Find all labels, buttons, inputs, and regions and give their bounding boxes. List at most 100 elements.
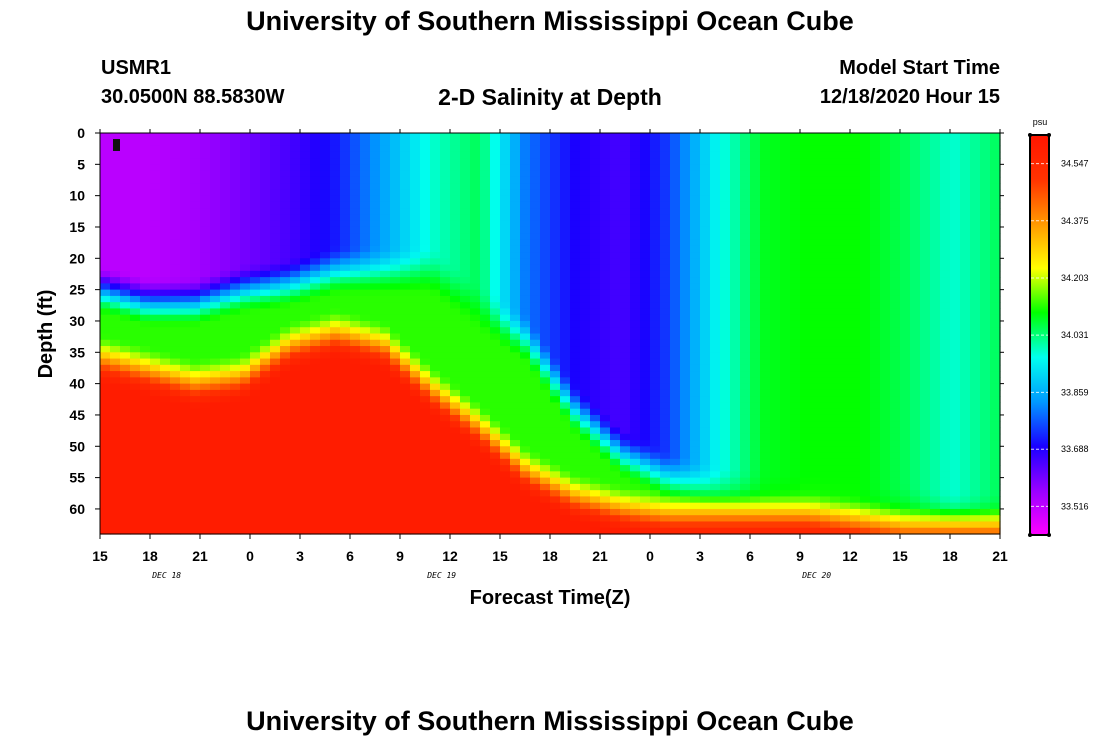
heatmap-cell [560, 383, 571, 391]
heatmap-cell [430, 195, 441, 203]
heatmap-cell [860, 414, 871, 422]
heatmap-cell [490, 396, 501, 404]
heatmap-cell [460, 352, 471, 360]
heatmap-cell [120, 383, 131, 391]
heatmap-cell [320, 164, 331, 172]
heatmap-cell [330, 389, 341, 397]
heatmap-cell [120, 189, 131, 197]
heatmap-cell [460, 201, 471, 209]
heatmap-cell [770, 414, 781, 422]
heatmap-cell [820, 508, 831, 516]
heatmap-cell [210, 214, 221, 222]
heatmap-cell [470, 458, 481, 466]
heatmap-cell [630, 483, 641, 491]
heatmap-cell [720, 327, 731, 335]
heatmap-cell [100, 527, 111, 535]
heatmap-cell [150, 264, 161, 272]
heatmap-cell [550, 496, 561, 504]
heatmap-cell [290, 440, 301, 447]
heatmap-cell [360, 471, 371, 479]
heatmap-cell [430, 164, 441, 172]
heatmap-cell [790, 183, 801, 190]
heatmap-cell [660, 508, 671, 516]
heatmap-cell [430, 515, 441, 523]
heatmap-cell [440, 383, 451, 391]
heatmap-cell [830, 208, 841, 216]
heatmap-cell [270, 508, 281, 516]
heatmap-cell [660, 396, 671, 404]
heatmap-cell [420, 333, 431, 341]
heatmap-cell [390, 371, 401, 378]
heatmap-cell [400, 333, 411, 341]
heatmap-cell [230, 233, 241, 241]
heatmap-cell [550, 264, 561, 272]
heatmap-cell [820, 151, 831, 159]
heatmap-cell [470, 502, 481, 510]
heatmap-cell [250, 327, 261, 335]
heatmap-cell [350, 521, 361, 529]
heatmap-cell [290, 320, 301, 328]
heatmap-cell [720, 145, 731, 153]
heatmap-cell [110, 201, 121, 209]
heatmap-cell [340, 295, 351, 303]
heatmap-cell [360, 314, 371, 322]
heatmap-cell [470, 270, 481, 278]
heatmap-cell [210, 295, 221, 303]
heatmap-cell [690, 339, 701, 347]
heatmap-cell [590, 302, 601, 310]
heatmap-cell [690, 377, 701, 385]
heatmap-cell [500, 264, 511, 272]
heatmap-cell [620, 333, 631, 341]
heatmap-cell [110, 402, 121, 410]
heatmap-cell [110, 333, 121, 341]
heatmap-cell [510, 458, 521, 466]
heatmap-cell [210, 308, 221, 316]
heatmap-cell [410, 352, 421, 360]
heatmap-cell [510, 295, 521, 303]
heatmap-cell [710, 226, 721, 234]
heatmap-cell [120, 252, 131, 259]
heatmap-cell [440, 414, 451, 422]
heatmap-cell [860, 176, 871, 184]
heatmap-cell [680, 233, 691, 241]
heatmap-cell [300, 502, 311, 510]
heatmap-cell [180, 308, 191, 316]
heatmap-cell [470, 252, 481, 259]
heatmap-cell [490, 377, 501, 385]
heatmap-cell [630, 402, 641, 410]
heatmap-cell [170, 471, 181, 479]
heatmap-cell [730, 233, 741, 241]
heatmap-cell [730, 477, 741, 485]
heatmap-cell [750, 295, 761, 303]
heatmap-cell [140, 220, 151, 228]
heatmap-cell [630, 308, 641, 316]
heatmap-cell [670, 515, 681, 523]
heatmap-cell [770, 346, 781, 353]
heatmap-cell [150, 508, 161, 516]
heatmap-cell [160, 496, 171, 504]
heatmap-cell [190, 264, 201, 272]
heatmap-cell [610, 408, 621, 416]
heatmap-cell [350, 427, 361, 435]
heatmap-cell [500, 133, 511, 140]
heatmap-cell [650, 302, 661, 310]
heatmap-cell [820, 452, 831, 460]
heatmap-cell [640, 245, 651, 253]
heatmap-cell [350, 252, 361, 259]
heatmap-cell [140, 201, 151, 209]
heatmap-cell [500, 158, 511, 165]
heatmap-cell [630, 239, 641, 247]
heatmap-cell [760, 151, 771, 159]
heatmap-cell [480, 264, 491, 272]
heatmap-cell [780, 402, 791, 410]
heatmap-cell [390, 214, 401, 222]
heatmap-cell [670, 226, 681, 234]
heatmap-cell [270, 327, 281, 335]
heatmap-cell [380, 139, 391, 147]
heatmap-cell [470, 446, 481, 454]
heatmap-cell [560, 414, 571, 422]
heatmap-cell [190, 308, 201, 316]
heatmap-cell [650, 414, 661, 422]
heatmap-cell [590, 145, 601, 153]
heatmap-cell [620, 477, 631, 485]
